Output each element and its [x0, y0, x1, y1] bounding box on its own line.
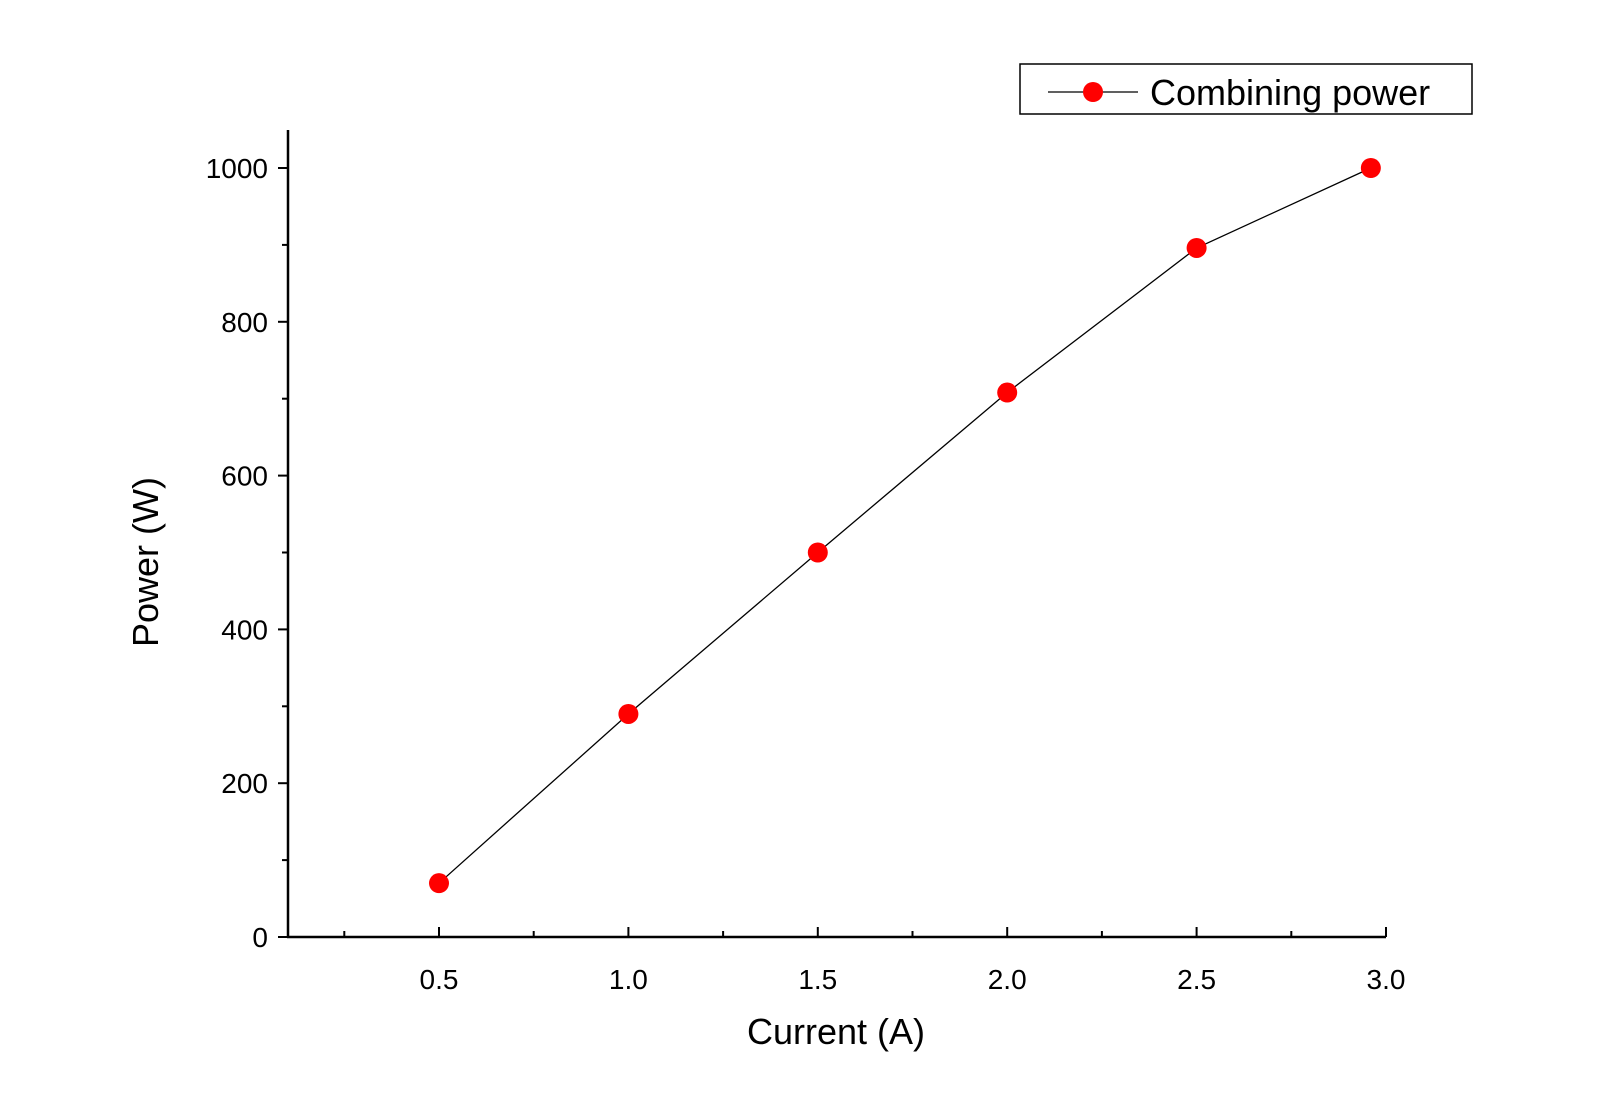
data-point-0-3 — [997, 382, 1018, 403]
data-point-0-5 — [1360, 158, 1381, 178]
legend-label: Combining power — [1150, 72, 1430, 113]
y-axis-title: Power (W) — [125, 477, 166, 647]
axes: 0.5 1.0 1.5 2.0 2.5 3.0 0 200 400 600 800 1000 — [206, 130, 1406, 995]
data-point-0-1 — [618, 703, 639, 724]
x-tick-label-1: 1.0 — [609, 964, 648, 995]
series-layer — [429, 158, 1381, 894]
y-tick-label-5: 1000 — [206, 153, 268, 184]
series-line-0 — [438, 167, 1372, 884]
x-tick-label-5: 3.0 — [1367, 964, 1406, 995]
x-tick-label-2: 1.5 — [798, 964, 837, 995]
data-point-0-0 — [429, 873, 449, 894]
legend-marker — [1083, 82, 1103, 102]
legend: Combining power — [1019, 63, 1473, 115]
y-tick-label-2: 400 — [221, 614, 268, 645]
x-tick-label-0: 0.5 — [420, 964, 459, 995]
y-tick-label-3: 600 — [221, 461, 268, 492]
y-tick-label-0: 0 — [252, 922, 268, 953]
y-tick-label-1: 200 — [221, 768, 268, 799]
x-axis-title: Current (A) — [747, 1011, 925, 1052]
y-tick-label-4: 800 — [221, 307, 268, 338]
data-point-0-2 — [807, 542, 828, 563]
x-tick-label-3: 2.0 — [988, 964, 1027, 995]
x-tick-label-4: 2.5 — [1177, 964, 1216, 995]
data-point-0-4 — [1186, 237, 1207, 258]
